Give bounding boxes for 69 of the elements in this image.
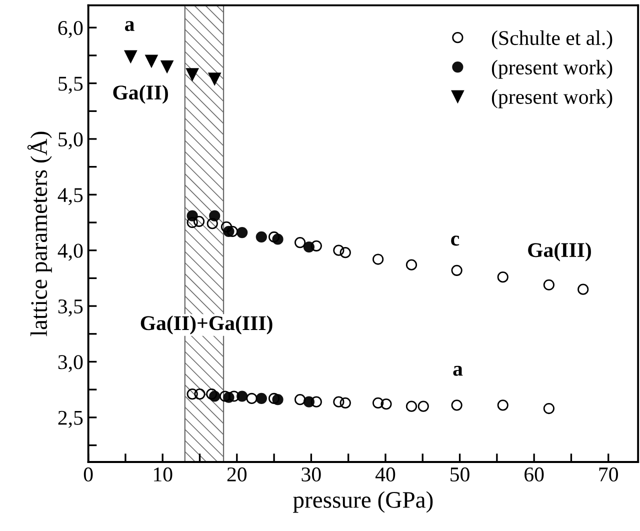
x-tick-label: 60 — [524, 467, 544, 482]
x-tick-label: 50 — [450, 467, 470, 482]
y-tick-label: 3,5 — [58, 299, 83, 316]
point — [543, 402, 554, 414]
x-tick-label: 40 — [375, 467, 396, 482]
annotation: Ga(III) — [528, 242, 591, 262]
point — [418, 400, 429, 412]
point — [340, 397, 351, 408]
x-axis-title: pressure (GPa) — [293, 491, 433, 513]
point — [256, 392, 267, 404]
point — [186, 68, 199, 81]
point — [268, 231, 280, 243]
point — [208, 72, 221, 86]
point — [294, 236, 306, 248]
point — [193, 216, 205, 227]
annotation: a — [453, 366, 463, 376]
y-tick-label: 4,5 — [58, 188, 83, 206]
point — [124, 50, 137, 63]
point — [543, 279, 554, 290]
point — [497, 400, 508, 411]
point — [186, 388, 198, 400]
annotation: Ga(II) — [113, 84, 168, 104]
point — [268, 392, 280, 404]
point — [333, 244, 344, 256]
point — [333, 396, 344, 408]
point — [310, 396, 322, 408]
point — [228, 390, 240, 402]
point — [236, 226, 248, 238]
point — [372, 254, 384, 265]
point — [194, 388, 206, 400]
x-tick-label: 0 — [84, 467, 93, 482]
point — [406, 400, 418, 412]
x-tick-label: 70 — [599, 467, 618, 482]
y-tick-label: 4,0 — [58, 244, 83, 261]
point — [406, 259, 418, 270]
legend-label: (present work) — [492, 60, 612, 79]
point — [256, 231, 267, 243]
point — [451, 400, 462, 411]
point — [145, 54, 158, 68]
annotation: a — [125, 21, 134, 32]
annotation: Ga(II)+Ga(III) — [140, 316, 272, 334]
y-tick-label: 6,0 — [58, 20, 83, 38]
x-tick-label: 30 — [302, 467, 321, 482]
point — [206, 218, 218, 230]
y-tick-label: 2,5 — [58, 410, 83, 428]
point — [186, 216, 198, 228]
point — [220, 221, 232, 233]
point — [246, 392, 258, 404]
point — [451, 264, 462, 276]
x-tick-label: 10 — [154, 467, 172, 482]
y-axis-title: lattice parameters (Å) — [27, 132, 52, 336]
x-tick-label: 20 — [227, 467, 247, 482]
point — [340, 247, 351, 258]
point — [380, 398, 392, 410]
y-tick-label: 5,5 — [58, 76, 83, 94]
y-tick-label: 3,0 — [58, 355, 83, 372]
point — [372, 397, 384, 408]
point — [294, 394, 306, 406]
legend-label: (present work) — [492, 89, 612, 108]
point — [578, 284, 589, 295]
point — [219, 390, 231, 402]
legend-label: (Schulte et al.) — [492, 30, 612, 50]
point — [497, 272, 508, 283]
point — [206, 388, 218, 400]
annotation: c — [451, 236, 460, 246]
point — [160, 60, 174, 73]
point — [310, 240, 322, 252]
point — [226, 226, 238, 237]
y-tick-label: 5,0 — [58, 132, 83, 150]
